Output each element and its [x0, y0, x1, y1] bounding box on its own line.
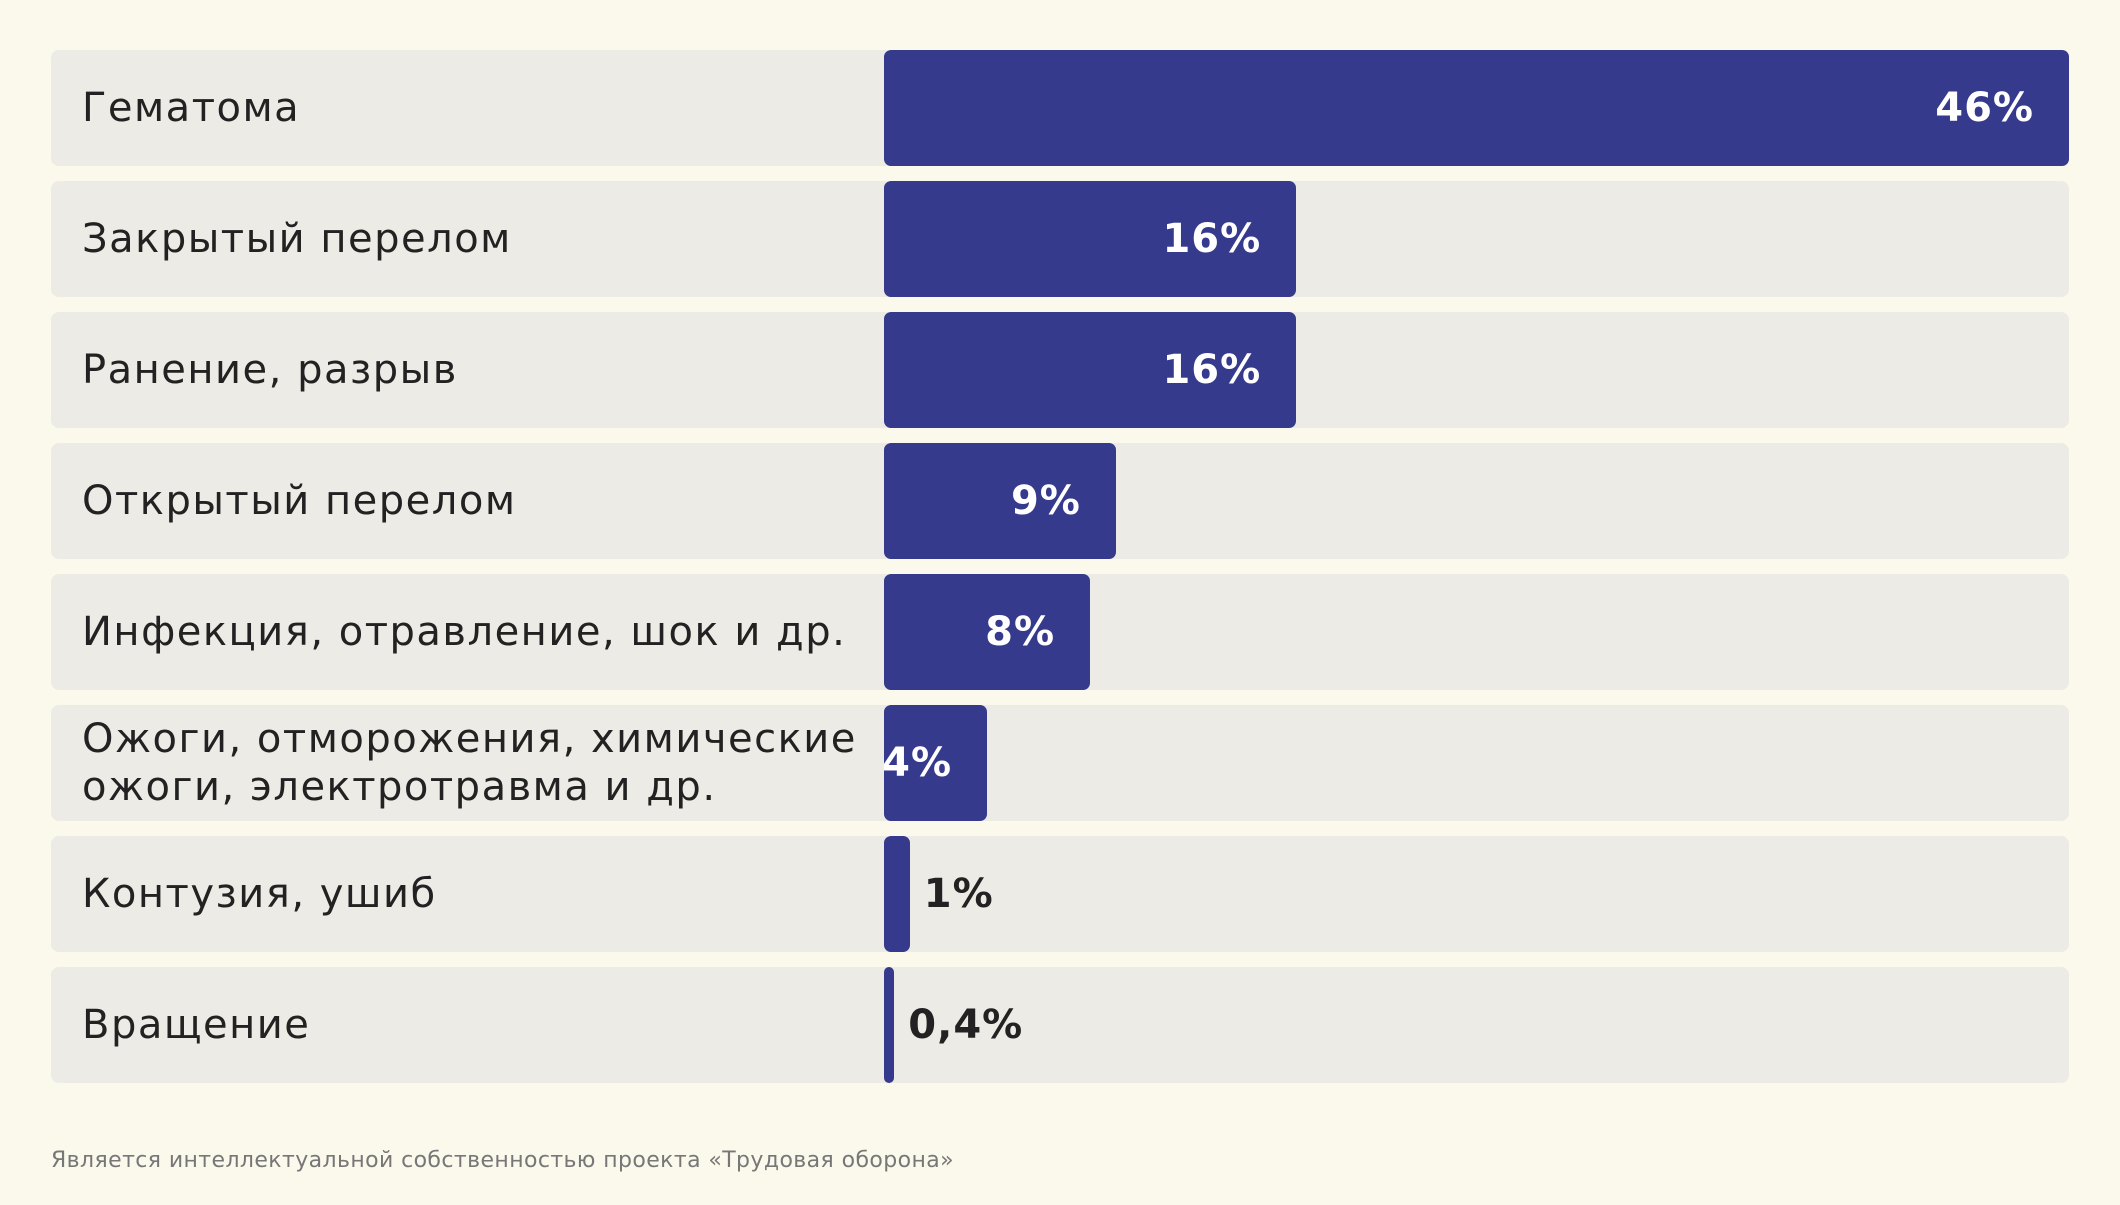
bar: [884, 50, 2069, 166]
value-label: 0,4%: [908, 1002, 1024, 1048]
category-label: Ранение, разрыв: [82, 347, 458, 393]
bar-row: Ранение, разрыв 16%: [51, 312, 2069, 428]
value-label: 9%: [1010, 478, 1081, 524]
bar-row: Гематома 46%: [51, 50, 2069, 166]
bar-row: Открытый перелом 9%: [51, 443, 2069, 559]
value-label: 4%: [882, 740, 953, 786]
value-label: 1%: [923, 871, 994, 917]
bar-row: Вращение 0,4%: [51, 967, 2069, 1083]
category-label: Открытый перелом: [82, 478, 517, 524]
category-label: Ожоги, отморожения, химические ожоги, эл…: [82, 716, 857, 810]
bar: [884, 312, 1297, 428]
bar-row: Инфекция, отравление, шок и др. 8%: [51, 574, 2069, 690]
category-label: Закрытый перелом: [82, 216, 512, 262]
bar: [884, 705, 988, 821]
bar-row: Контузия, ушиб 1%: [51, 836, 2069, 952]
bar: [884, 574, 1091, 690]
bar-row: Ожоги, отморожения, химические ожоги, эл…: [51, 705, 2069, 821]
value-label: 16%: [1162, 347, 1262, 393]
category-label: Вращение: [82, 1002, 311, 1048]
bar-row: Закрытый перелом 16%: [51, 181, 2069, 297]
bar: [884, 443, 1116, 559]
category-label: Гематома: [82, 85, 301, 131]
category-label: Контузия, ушиб: [82, 871, 437, 917]
bar: [884, 836, 910, 952]
value-label: 8%: [985, 609, 1056, 655]
category-label: Инфекция, отравление, шок и др.: [82, 609, 847, 655]
footnote: Является интеллектуальной собственностью…: [51, 1148, 955, 1173]
value-label: 16%: [1162, 216, 1262, 262]
bar: [884, 181, 1297, 297]
value-label: 46%: [1935, 85, 2034, 131]
bar: [884, 967, 895, 1083]
